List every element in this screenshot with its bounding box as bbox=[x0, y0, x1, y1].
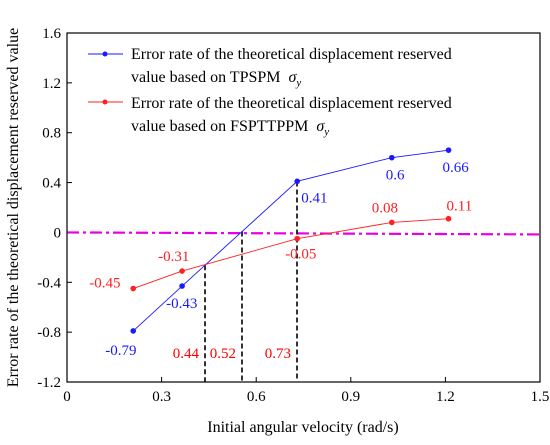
series-point bbox=[388, 154, 395, 161]
y-tick-label: -0.4 bbox=[37, 275, 61, 291]
y-tick-label: 0 bbox=[54, 225, 62, 241]
vertical-markers: 0.44 0.52 0.73 bbox=[173, 181, 298, 382]
y-tick-label: 1.2 bbox=[42, 76, 61, 92]
vertical-marker-label: 0.73 bbox=[265, 346, 291, 362]
x-tick-label: 0.3 bbox=[152, 389, 171, 405]
data-label: -0.79 bbox=[105, 343, 136, 359]
legend-text-fsptttppm-line1: Error rate of the theoretical displaceme… bbox=[131, 95, 452, 112]
legend-marker-fsptttppm bbox=[102, 99, 108, 105]
plot-frame bbox=[66, 32, 541, 383]
legend-text-tpspm-line2: value based on TPSPM σy bbox=[131, 69, 301, 89]
zero-reference-line bbox=[66, 231, 541, 236]
series-point bbox=[294, 235, 300, 242]
series-point bbox=[130, 285, 137, 292]
data-label: 0.41 bbox=[301, 190, 327, 206]
y-tick-label: 1.6 bbox=[42, 26, 61, 42]
x-tick-label: 1.5 bbox=[531, 389, 550, 405]
legend: Error rate of the theoretical displaceme… bbox=[88, 46, 452, 138]
data-label: -0.05 bbox=[285, 247, 316, 263]
series-point bbox=[445, 215, 452, 222]
vertical-marker-label: 0.44 bbox=[173, 346, 200, 362]
x-axis-title: Initial angular velocity (rad/s) bbox=[207, 419, 398, 436]
data-label: -0.45 bbox=[89, 276, 120, 292]
x-tick-label: 0.6 bbox=[247, 389, 266, 405]
legend-marker-tpspm bbox=[102, 51, 108, 57]
reference-line-group bbox=[66, 231, 541, 236]
series-point bbox=[179, 268, 185, 274]
x-tick-label: 0 bbox=[63, 389, 71, 405]
x-tick-label: 1.2 bbox=[436, 389, 455, 405]
y-tick-label: -0.8 bbox=[37, 325, 61, 341]
x-tick-label: 0.9 bbox=[341, 389, 360, 405]
data-label: 0.66 bbox=[443, 160, 470, 176]
y-axis-title: Error rate of the theoretical displaceme… bbox=[5, 28, 22, 387]
data-label: 0.6 bbox=[386, 168, 405, 184]
series-point bbox=[388, 219, 395, 226]
series-point bbox=[130, 328, 137, 334]
legend-text-fsptttppm-line2: value based on FSPTTPPM σy bbox=[131, 118, 329, 138]
series-point bbox=[294, 178, 300, 185]
legend-text-tpspm-line1: Error rate of the theoretical displaceme… bbox=[131, 46, 452, 63]
data-label: -0.31 bbox=[158, 249, 189, 265]
y-tick-label: -1.2 bbox=[37, 375, 61, 391]
data-label: -0.43 bbox=[166, 296, 197, 312]
data-label: 0.08 bbox=[372, 200, 398, 216]
series-point bbox=[179, 283, 185, 289]
series-group: -0.79 -0.43 0.41 0.6 0.66 -0.45 -0.31 -0.05 0.08… bbox=[89, 147, 472, 359]
series-point bbox=[445, 147, 452, 153]
data-label: 0.11 bbox=[447, 199, 473, 215]
y-tick-label: 0.8 bbox=[42, 126, 61, 142]
y-tick-label: 0.4 bbox=[42, 176, 61, 192]
vertical-marker-label: 0.52 bbox=[210, 346, 236, 362]
